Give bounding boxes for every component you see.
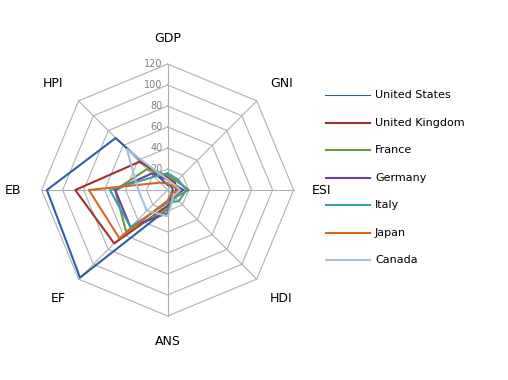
Text: Canada: Canada	[375, 255, 418, 265]
Text: 60: 60	[150, 122, 163, 132]
Text: 80: 80	[150, 101, 163, 111]
Text: United States: United States	[375, 90, 451, 100]
Text: ANS: ANS	[155, 335, 180, 348]
Text: GDP: GDP	[154, 32, 181, 45]
Text: France: France	[375, 145, 412, 155]
Text: GNI: GNI	[270, 77, 293, 90]
Text: EF: EF	[50, 292, 66, 305]
Text: 40: 40	[150, 143, 163, 153]
Text: Japan: Japan	[375, 228, 406, 238]
Text: 20: 20	[150, 164, 163, 174]
Text: Germany: Germany	[375, 173, 426, 183]
Text: HPI: HPI	[42, 77, 63, 90]
Text: Italy: Italy	[375, 200, 399, 210]
Text: United Kingdom: United Kingdom	[375, 117, 464, 128]
Text: 100: 100	[144, 80, 163, 90]
Text: ESI: ESI	[311, 184, 331, 196]
Text: HDI: HDI	[270, 292, 293, 305]
Text: EB: EB	[5, 184, 21, 196]
Text: 120: 120	[144, 59, 163, 69]
